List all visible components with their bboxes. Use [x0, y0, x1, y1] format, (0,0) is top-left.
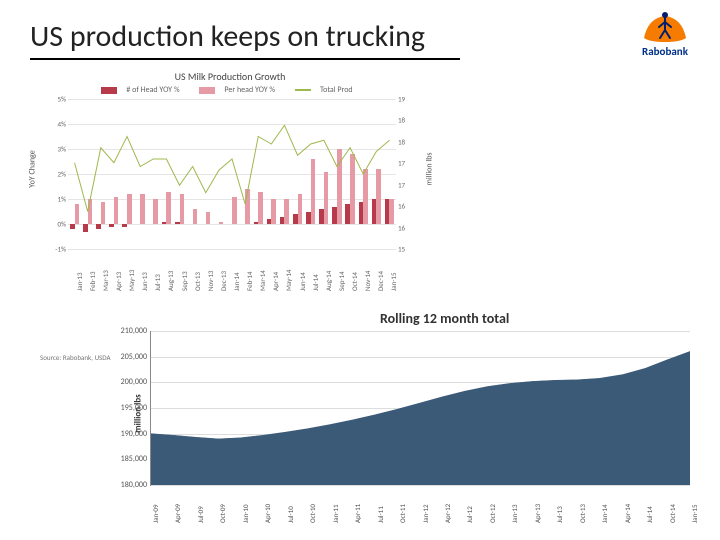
- y3-ticks: 180,000185,000190,000195,000200,000205,0…: [109, 331, 147, 485]
- x-tick-label: Jan-14: [232, 272, 241, 291]
- x-tick-label: Apr-13: [533, 504, 542, 523]
- x-tick-label: Jul-12: [465, 506, 474, 523]
- x-tick-label: Mar-14: [258, 270, 267, 291]
- x-tick-label: Aug-14: [324, 271, 333, 291]
- x-tick-label: Sep-13: [180, 271, 189, 291]
- rolling-total-chart: Rolling 12 month total million lbs 180,0…: [150, 310, 690, 520]
- logo-icon: [640, 8, 690, 44]
- x-tick-label: Apr-13: [114, 272, 123, 291]
- x-tick-label: Apr-11: [353, 504, 362, 523]
- x-tick-label: Jul-09: [196, 506, 205, 523]
- x-tick-label: Nov-14: [363, 271, 372, 291]
- x-tick-label: Jul-13: [153, 274, 162, 291]
- x-tick-label: Oct-09: [218, 504, 227, 523]
- x-tick-label: Oct-13: [193, 272, 202, 291]
- x-tick-label: Nov-13: [206, 271, 215, 291]
- legend-label-total: Total Prod: [320, 85, 353, 95]
- chart1-legend: # of Head YOY % Per head YOY % Total Pro…: [40, 85, 420, 95]
- x-tick-label: Jan-15: [690, 504, 699, 523]
- x-tick-label: Jul-10: [286, 506, 295, 523]
- x-tick-label: Jul-11: [376, 506, 385, 523]
- legend-swatch-perhead: [199, 87, 215, 94]
- rabobank-logo: Rabobank: [640, 8, 690, 58]
- x-tick-label: Apr-10: [263, 504, 272, 523]
- chart1-plot: YoY Change million lbs -1%0%1%2%3%4%5% 1…: [40, 99, 420, 249]
- x-tick-label: Jan-09: [151, 504, 160, 523]
- x-tick-label: Apr-14: [623, 504, 632, 523]
- x-tick-label: Oct-13: [578, 504, 587, 523]
- x-tick-label: Apr-14: [271, 272, 280, 291]
- x-tick-label: Jul-13: [555, 506, 564, 523]
- x-tick-label: Jan-10: [241, 504, 250, 523]
- x-tick-label: Jan-13: [75, 272, 84, 291]
- logo-name: Rabobank: [640, 45, 690, 58]
- x-tick-label: Sep-14: [337, 271, 346, 291]
- x-tick-label: Oct-11: [398, 504, 407, 523]
- y2-axis-label: million lbs: [424, 152, 434, 185]
- chart2-plot: million lbs 180,000185,000190,000195,000…: [150, 331, 690, 486]
- x-tick-label: Jan-12: [421, 504, 430, 523]
- y2-ticks: 1516161717181819: [398, 99, 420, 249]
- chart2-title: Rolling 12 month total: [150, 310, 690, 327]
- x-tick-label: Jun-14: [298, 272, 307, 291]
- x-tick-label: Oct-10: [308, 504, 317, 523]
- x-tick-label: Oct-14: [668, 504, 677, 523]
- x-tick-label: Jul-14: [311, 274, 320, 291]
- x-tick-label: Dec-13: [219, 271, 228, 291]
- title-underline: [30, 58, 460, 60]
- x-tick-label: Apr-12: [443, 504, 452, 523]
- x-tick-label: Feb-13: [88, 271, 97, 291]
- legend-label-head: # of Head YOY %: [126, 85, 179, 95]
- legend-label-perhead: Per head YOY %: [224, 85, 275, 95]
- legend-swatch-total: [295, 89, 311, 91]
- x-tick-label: Jan-13: [510, 504, 519, 523]
- x-tick-label: Aug-13: [166, 271, 175, 291]
- chart1-xlabels: Jan-13 Feb-13 Mar-13 Apr-13 May-13 Jun-13 Jul-…: [68, 249, 396, 299]
- y1-axis-label: YoY Change: [28, 150, 38, 187]
- chart1-title: US Milk Production Growth: [40, 70, 420, 83]
- x-tick-label: Jan-11: [331, 504, 340, 523]
- chart1-source: Source: Rabobank, USDA: [40, 353, 111, 362]
- x-tick-label: May-14: [284, 270, 293, 291]
- page-title: US production keeps on trucking: [30, 18, 425, 55]
- x-tick-label: Feb-14: [245, 271, 254, 291]
- legend-swatch-head: [101, 87, 117, 94]
- chart1-inner: [68, 99, 396, 249]
- x-tick-label: Oct-14: [350, 272, 359, 291]
- x-tick-label: Jan-15: [389, 272, 398, 291]
- x-tick-label: Dec-14: [376, 271, 385, 291]
- chart2-xlabels: Jan-09 Apr-09 Jul-09 Oct-09 Jan-10 Apr-10 Jul-…: [151, 485, 690, 531]
- x-tick-label: May-13: [127, 270, 136, 291]
- x-tick-label: Jun-13: [140, 272, 149, 291]
- x-tick-label: Oct-12: [488, 504, 497, 523]
- y1-ticks: -1%0%1%2%3%4%5%: [40, 99, 66, 249]
- x-tick-label: Jan-14: [600, 504, 609, 523]
- x-tick-label: Jul-14: [645, 506, 654, 523]
- x-tick-label: Apr-09: [173, 504, 182, 523]
- milk-growth-chart: US Milk Production Growth # of Head YOY …: [40, 70, 420, 300]
- x-tick-label: Mar-13: [101, 270, 110, 291]
